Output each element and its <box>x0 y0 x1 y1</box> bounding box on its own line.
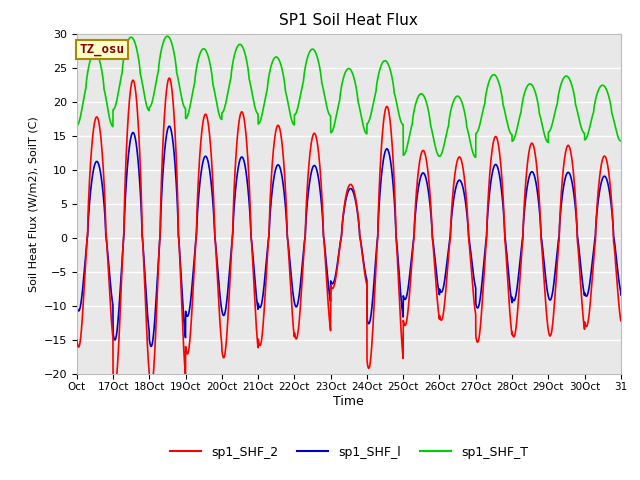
Text: TZ_osu: TZ_osu <box>79 43 125 56</box>
Title: SP1 Soil Heat Flux: SP1 Soil Heat Flux <box>280 13 418 28</box>
X-axis label: Time: Time <box>333 395 364 408</box>
Y-axis label: Soil Heat Flux (W/m2), SoilT (C): Soil Heat Flux (W/m2), SoilT (C) <box>28 116 38 292</box>
Legend: sp1_SHF_2, sp1_SHF_l, sp1_SHF_T: sp1_SHF_2, sp1_SHF_l, sp1_SHF_T <box>164 441 533 464</box>
